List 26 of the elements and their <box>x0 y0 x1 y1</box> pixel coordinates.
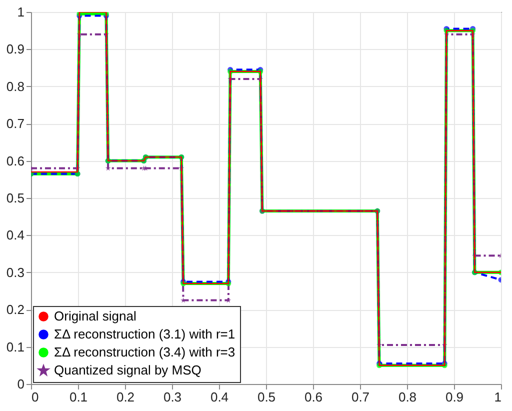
x-tick-label: 0.4 <box>210 390 229 404</box>
x-tick-label: 0.2 <box>116 390 135 404</box>
legend-label: ΣΔ reconstruction (3.4) with r=3 <box>54 344 236 360</box>
legend-label: ΣΔ reconstruction (3.1) with r=1 <box>54 326 236 342</box>
legend-label: Original signal <box>54 308 136 324</box>
x-tick-label: 0 <box>32 390 39 404</box>
y-tick-label: 0.2 <box>6 302 24 318</box>
y-tick-label: 0.1 <box>6 339 24 354</box>
x-tick-label: 0.6 <box>304 390 323 404</box>
y-tick-label: 0.3 <box>6 264 24 280</box>
y-tick-label: 1 <box>17 4 24 20</box>
x-tick-label: 0.8 <box>398 390 417 404</box>
y-tick-label: 0.7 <box>6 116 24 132</box>
y-tick-label: 0.5 <box>6 190 24 206</box>
x-tick-label: 0.5 <box>257 390 276 404</box>
y-tick-label: 0 <box>17 376 24 392</box>
y-tick-label: 0.9 <box>6 42 24 57</box>
x-tick-label: 0.7 <box>351 390 370 404</box>
x-tick-label: 0.3 <box>163 390 182 404</box>
x-tick-label: 0.9 <box>445 390 464 404</box>
y-tick-label: 0.4 <box>6 228 24 243</box>
x-tick-label: 1 <box>494 390 502 404</box>
y-tick-label: 0.8 <box>6 78 24 94</box>
x-tick-label: 0.1 <box>69 390 88 404</box>
legend-label: Quantized signal by MSQ <box>54 362 202 378</box>
y-tick-label: 0.6 <box>6 153 24 168</box>
